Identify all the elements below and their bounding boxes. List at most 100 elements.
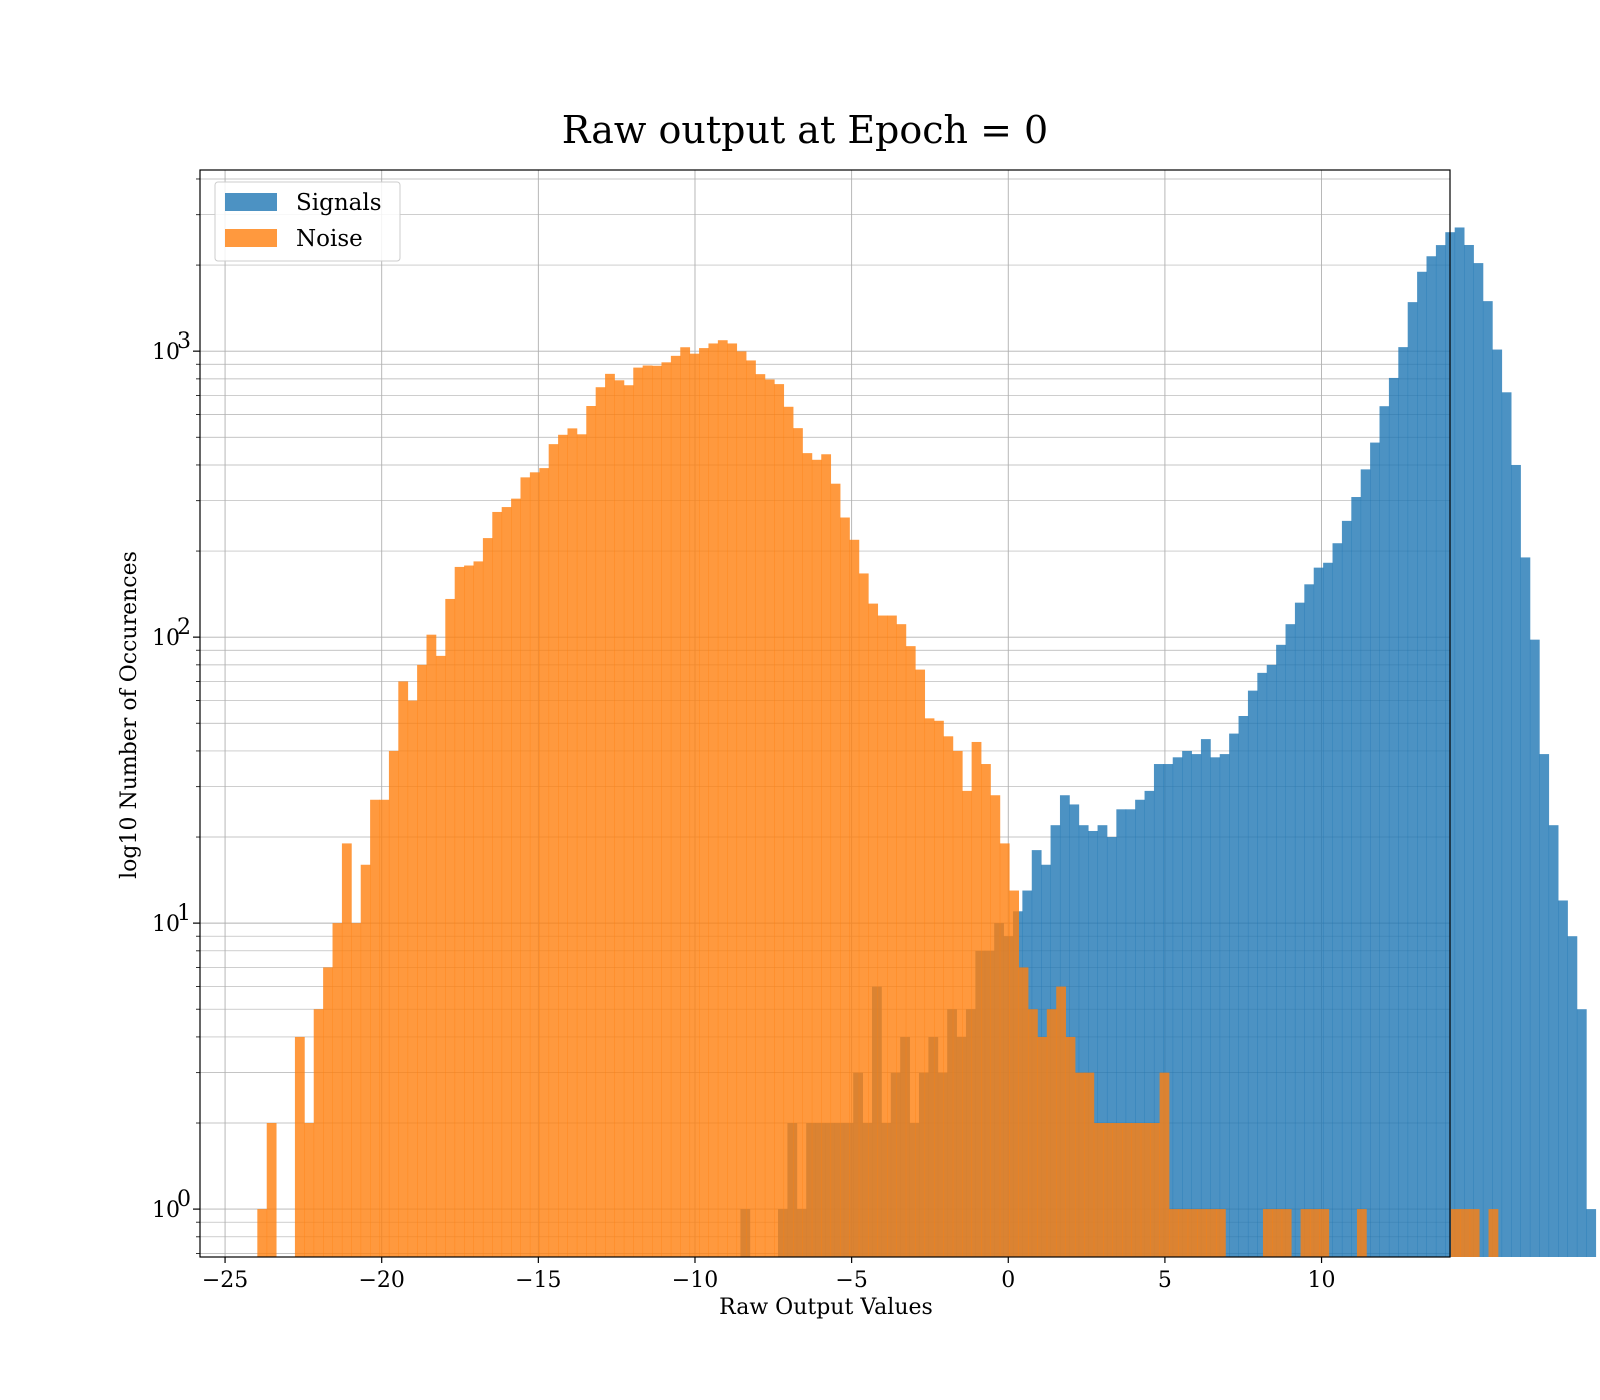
histogram-bar bbox=[887, 615, 897, 1257]
y-tick-label: 10 bbox=[152, 1198, 180, 1223]
histogram-bar bbox=[1210, 757, 1221, 1257]
histogram-bar bbox=[1576, 1009, 1587, 1257]
histogram-bar bbox=[1238, 715, 1249, 1257]
x-tick-label: 0 bbox=[1001, 1268, 1015, 1293]
histogram-bar bbox=[586, 406, 597, 1258]
histogram-bar bbox=[1294, 602, 1305, 1257]
histogram-bar bbox=[1435, 245, 1446, 1257]
histogram-bar bbox=[1539, 754, 1550, 1257]
histogram-bar bbox=[558, 434, 568, 1257]
histogram-bar bbox=[1285, 624, 1296, 1257]
histogram-bar bbox=[1257, 672, 1268, 1257]
histogram-bar bbox=[1197, 1209, 1207, 1257]
histogram-bar bbox=[1266, 664, 1277, 1257]
histogram-bar bbox=[623, 385, 634, 1258]
histogram-bar bbox=[1360, 469, 1371, 1257]
histogram-bar bbox=[764, 379, 775, 1258]
y-tick-label: 10 bbox=[152, 912, 180, 937]
histogram-bar bbox=[1037, 1036, 1048, 1257]
histogram-bar bbox=[1150, 1123, 1160, 1257]
histogram-bar bbox=[1460, 1209, 1471, 1257]
histogram-bar bbox=[1567, 936, 1578, 1257]
histogram-bar bbox=[990, 795, 1001, 1257]
x-tick-label: −20 bbox=[358, 1268, 404, 1293]
histogram-bar bbox=[746, 360, 756, 1258]
histogram-bar bbox=[351, 923, 362, 1257]
histogram-bar bbox=[1065, 1036, 1076, 1257]
histogram-bar bbox=[962, 790, 973, 1257]
histogram-bar bbox=[1262, 1209, 1273, 1257]
x-axis-label: Raw Output Values bbox=[719, 1295, 933, 1320]
y-tick-exponent: 3 bbox=[177, 329, 191, 354]
histogram-bar bbox=[1144, 790, 1155, 1257]
histogram-bar bbox=[1191, 754, 1202, 1257]
histogram-bar bbox=[332, 923, 343, 1257]
histogram-bar bbox=[840, 517, 850, 1257]
y-tick-label: 10 bbox=[152, 626, 180, 651]
histogram-bar bbox=[1323, 562, 1333, 1257]
histogram-bar bbox=[529, 472, 540, 1258]
histogram-bar bbox=[1426, 256, 1437, 1258]
histogram-bar bbox=[981, 764, 991, 1257]
histogram-bar bbox=[1153, 764, 1164, 1257]
chart-title: Raw output at Epoch = 0 bbox=[562, 108, 1048, 152]
histogram-bar bbox=[736, 351, 747, 1258]
histogram-bar bbox=[1103, 1123, 1113, 1257]
histogram-bar bbox=[370, 799, 380, 1257]
x-tick-label: 5 bbox=[1158, 1268, 1172, 1293]
histogram-bar bbox=[1450, 1209, 1461, 1257]
histogram-bar bbox=[717, 340, 728, 1257]
histogram-bar bbox=[1272, 1209, 1283, 1257]
histogram-bar bbox=[1219, 754, 1230, 1257]
histogram-bar bbox=[417, 664, 427, 1257]
histogram-bar bbox=[1112, 1123, 1123, 1257]
histogram-bar bbox=[1520, 557, 1531, 1257]
histogram-bar bbox=[1356, 1209, 1367, 1257]
histogram-bar bbox=[1075, 1072, 1085, 1257]
legend-swatch-signals bbox=[225, 193, 277, 211]
legend-swatch-noise bbox=[225, 229, 277, 247]
histogram-bar bbox=[1200, 739, 1211, 1257]
histogram-bar bbox=[1131, 1123, 1142, 1257]
histogram-bar bbox=[605, 373, 615, 1258]
histogram-bar bbox=[924, 718, 935, 1257]
y-axis-label: log10 Number of Occurences bbox=[117, 551, 142, 879]
histogram-bar bbox=[1206, 1209, 1217, 1257]
histogram-bar bbox=[1407, 302, 1418, 1258]
histogram-bar bbox=[567, 428, 578, 1257]
histogram-bar bbox=[511, 498, 521, 1257]
histogram-bar bbox=[1351, 497, 1362, 1257]
histogram-bar bbox=[1488, 1209, 1499, 1257]
histogram-bar bbox=[1511, 464, 1521, 1257]
histogram-bar bbox=[633, 367, 644, 1257]
histogram-bar bbox=[266, 1123, 277, 1257]
histogram-bar bbox=[642, 365, 653, 1258]
histogram-bar bbox=[454, 566, 465, 1257]
histogram-bar bbox=[1106, 837, 1117, 1257]
histogram-bar bbox=[1492, 349, 1503, 1257]
histogram-bar bbox=[783, 406, 794, 1257]
histogram-bar bbox=[821, 454, 832, 1257]
histogram-bar bbox=[755, 374, 766, 1257]
histogram-bar bbox=[1276, 644, 1286, 1257]
histogram-bar bbox=[360, 864, 371, 1257]
legend-label-noise: Noise bbox=[296, 226, 363, 252]
histogram-bar bbox=[435, 655, 446, 1257]
histogram-bar bbox=[699, 348, 709, 1257]
histogram-bar bbox=[1069, 804, 1080, 1257]
histogram-bar bbox=[934, 720, 944, 1257]
histogram-bar bbox=[1398, 347, 1409, 1257]
histogram-bar bbox=[1125, 809, 1136, 1257]
histogram-bar bbox=[1482, 301, 1493, 1257]
histogram-bar bbox=[915, 669, 926, 1257]
histogram-bar bbox=[868, 603, 879, 1257]
x-tick-label: −15 bbox=[515, 1268, 561, 1293]
histogram-bar bbox=[313, 1009, 324, 1257]
histogram-bar bbox=[257, 1209, 268, 1257]
histogram-bar bbox=[1018, 967, 1029, 1257]
histogram-bar bbox=[614, 380, 625, 1257]
histogram-bar bbox=[1281, 1209, 1292, 1257]
histogram-bar bbox=[1558, 900, 1568, 1257]
histogram-bar bbox=[304, 1123, 315, 1257]
histogram-bar bbox=[680, 347, 691, 1257]
